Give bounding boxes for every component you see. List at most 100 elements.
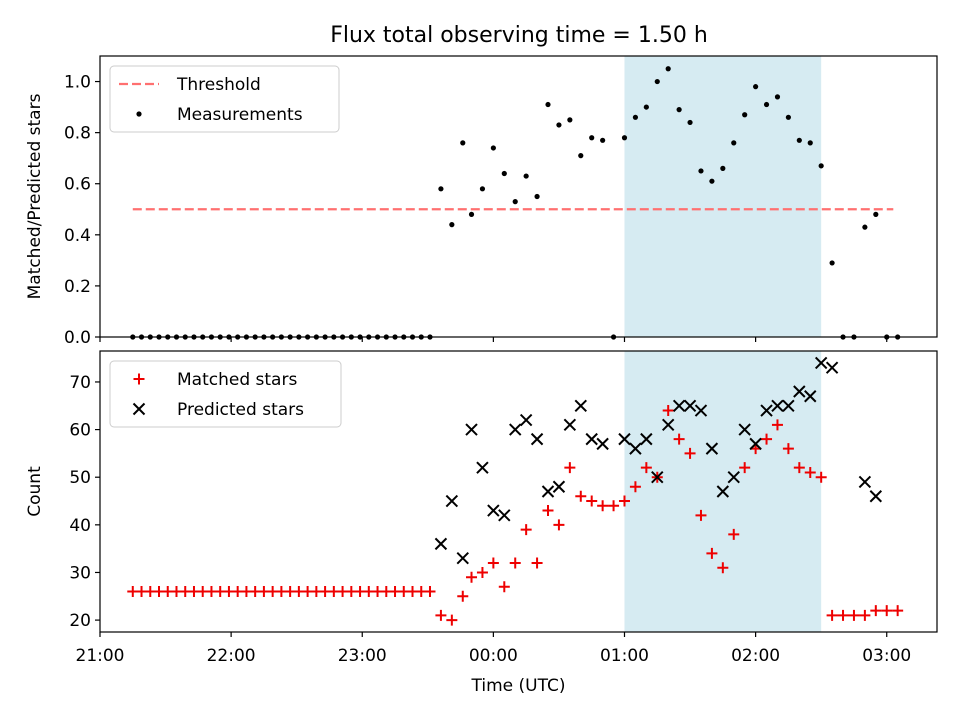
y-tick-label: 30	[69, 563, 91, 583]
predicted-star-point	[814, 356, 828, 370]
predicted-star-point	[465, 423, 478, 436]
matched-star-point	[804, 466, 816, 478]
y-tick-label: 0.8	[64, 124, 91, 144]
y-axis-label: Count	[25, 466, 45, 517]
y-axis-label: Matched/Predicted stars	[25, 93, 45, 299]
predicted-star-point	[434, 537, 448, 551]
y-tick-label: 0.0	[64, 328, 91, 348]
predicted-star-point	[760, 404, 773, 417]
measurement-point	[545, 101, 551, 108]
predicted-star-point	[782, 399, 795, 412]
measurement-point	[523, 173, 529, 179]
matched-star-point	[466, 571, 478, 583]
measurement-point	[785, 114, 791, 120]
measurement-point	[449, 222, 455, 228]
matched-star-point	[629, 481, 641, 493]
matched-star-point	[662, 405, 674, 417]
measurement-point	[763, 101, 770, 108]
measurement-point	[479, 186, 486, 192]
predicted-star-point	[683, 399, 697, 412]
matched-star-point	[509, 557, 521, 569]
predicted-star-point	[716, 485, 730, 498]
matched-star-point	[728, 528, 740, 540]
measurement-point	[512, 199, 518, 205]
legend-box	[109, 65, 340, 133]
measurement-point	[862, 224, 868, 230]
x-tick-label: 03:00	[862, 646, 911, 666]
predicted-star-point	[727, 471, 740, 484]
predicted-star-point	[869, 490, 883, 503]
matched-star-point	[870, 605, 882, 617]
predicted-star-point	[749, 437, 762, 451]
y-tick-label: 1.0	[64, 73, 91, 93]
predicted-star-point	[552, 480, 566, 493]
measurement-point	[873, 211, 879, 217]
matched-star-point	[782, 443, 794, 455]
predicted-star-point	[456, 551, 469, 565]
measurement-point	[490, 145, 496, 151]
matched-star-point	[793, 462, 805, 474]
predicted-star-point	[771, 399, 784, 412]
predicted-star-point	[618, 432, 631, 446]
legend-measurement-swatch	[136, 111, 142, 117]
y-tick-label: 0.6	[64, 175, 91, 195]
x-tick-label: 23:00	[338, 646, 387, 666]
measurement-point	[676, 107, 682, 113]
predicted-star-point	[825, 361, 839, 374]
measurement-point	[600, 137, 606, 143]
predicted-star-point	[563, 418, 577, 432]
matched-star-point	[564, 462, 576, 474]
matched-star-point	[706, 547, 718, 559]
matched-star-point	[695, 509, 707, 521]
series-predicted-stars	[434, 356, 883, 565]
matched-star-point	[618, 495, 630, 507]
legend-label: Measurements	[177, 105, 303, 125]
matched-star-point	[457, 590, 469, 602]
measurement-point	[687, 119, 693, 126]
y-tick-label: 20	[69, 611, 91, 631]
predicted-star-point	[858, 475, 872, 489]
predicted-star-point	[793, 385, 806, 398]
matched-star-point	[761, 433, 773, 445]
measurement-point	[796, 137, 802, 143]
measurement-point	[632, 114, 639, 120]
matched-star-point	[815, 471, 827, 483]
observing-window-shade	[624, 56, 822, 337]
legend-predicted-swatch	[132, 402, 146, 416]
x-tick-label: 22:00	[207, 646, 256, 666]
measurement-point	[665, 66, 671, 72]
y-tick-label: 70	[69, 373, 91, 393]
measurement-point	[709, 178, 715, 184]
count-panel: 20 30 40 50 60 70 21:00 22:00 23:00 00:00 01:00 02:…	[25, 350, 938, 696]
x-tick-label: 21:00	[76, 646, 125, 666]
predicted-star-point	[651, 471, 664, 484]
predicted-star-point	[530, 432, 544, 446]
matched-star-point	[487, 557, 499, 569]
predicted-star-point	[445, 494, 459, 508]
measurement-point	[829, 260, 835, 266]
matched-star-point	[859, 609, 871, 621]
matched-star-point	[608, 500, 620, 512]
axes-frame	[99, 350, 938, 633]
matched-star-point	[476, 566, 488, 578]
x-tick-label: 01:00	[600, 646, 649, 666]
predicted-star-point	[574, 399, 587, 412]
legend-label: Threshold	[176, 75, 261, 95]
legend-box	[109, 360, 342, 428]
legend-matched-swatch	[133, 373, 145, 385]
measurement-point	[731, 140, 737, 146]
predicted-star-point	[705, 442, 719, 455]
predicted-star-point	[541, 485, 555, 498]
measurement-point	[438, 186, 444, 192]
measurement-point	[534, 193, 540, 200]
legend: Matched stars Predicted stars	[109, 360, 342, 428]
predicted-star-point	[738, 423, 751, 436]
y-tick-label: 60	[69, 421, 91, 441]
measurement-point	[589, 135, 595, 141]
matched-star-point	[597, 500, 609, 512]
matched-star-point	[424, 586, 436, 598]
predicted-star-point	[596, 437, 609, 451]
matched-star-point	[553, 519, 565, 531]
matched-star-point	[531, 557, 543, 569]
